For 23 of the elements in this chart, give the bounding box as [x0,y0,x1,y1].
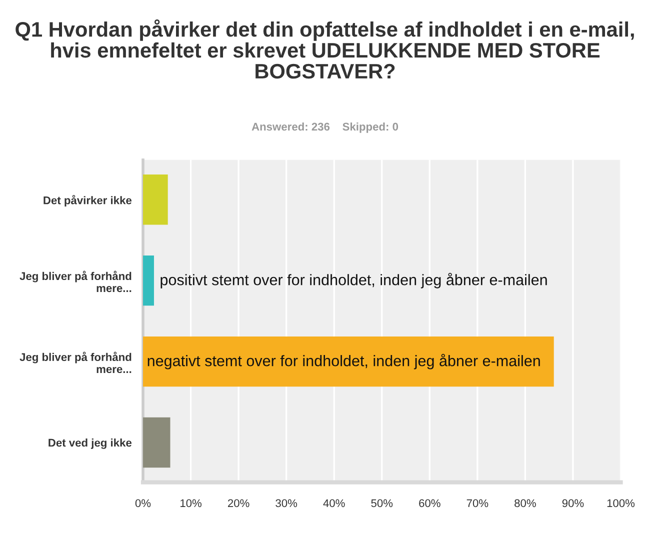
x-tick-label: 20% [228,499,250,508]
x-tick-label: 40% [323,499,345,508]
y-tick-label: Jeg bliver på forhånd mere... [20,352,132,374]
data-label: positivt stemt over for indholdet, inden jeg åbner e-mailen [160,272,547,288]
bar [143,174,168,225]
x-tick-label: 70% [466,499,488,508]
x-tick-label: 100% [607,499,635,508]
y-tick-label: Det ved jeg ikke [48,438,132,449]
x-tick-label: 80% [514,499,536,508]
x-tick-label: 50% [371,499,393,508]
x-tick-label: 30% [276,499,298,508]
x-tick-label: 0% [135,499,151,508]
x-tick-label: 10% [180,499,202,508]
bar [143,336,554,387]
y-tick-label: Det påvirker ikke [44,195,132,206]
x-tick-label: 60% [419,499,440,508]
x-tick-label: 90% [562,499,584,508]
bar [143,255,154,306]
data-label: negativt stemt over for indholdet, inden jeg åbner e-mailen [148,354,540,370]
chart-subtitle: Answered: 236 Skipped: 0 [252,122,398,133]
chart-title: Q1 Hvordan påvirker det din opfattelse af indholdet i en e-mail, hvis emnefeltet er skrevet UDELUKKENDE MED STORE BOGSTAVER? [16,19,634,79]
y-tick-label: Jeg bliver på forhånd mere... [20,270,132,292]
bar [143,417,170,468]
